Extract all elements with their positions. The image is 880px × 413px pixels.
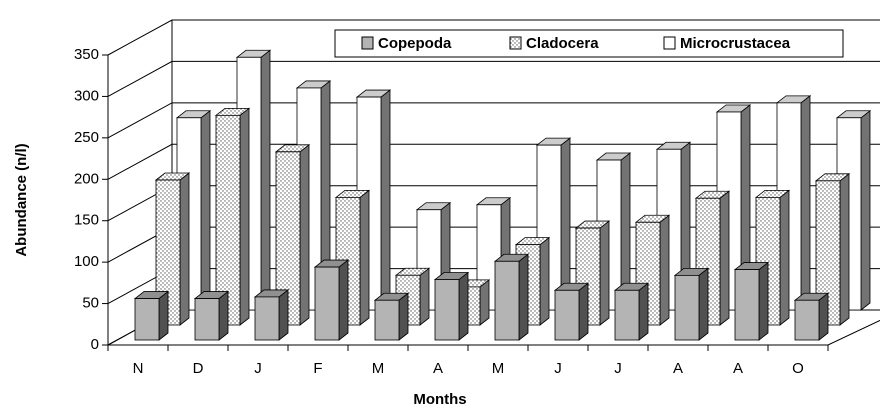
x-tick-label: O — [792, 360, 804, 377]
bar-side — [338, 259, 349, 341]
bar-front — [554, 289, 580, 341]
bar-side — [818, 292, 829, 341]
x-tick-label: M — [492, 360, 505, 377]
x-tick-label: J — [614, 360, 622, 377]
legend-box — [334, 29, 844, 58]
x-tick-label: F — [313, 360, 322, 377]
bar-side — [518, 253, 529, 341]
legend-label: Microcrustacea — [680, 35, 791, 52]
x-tick-label: A — [673, 360, 683, 377]
grid-line — [107, 102, 880, 139]
bar — [433, 271, 470, 341]
bar-front — [374, 299, 400, 341]
x-tick-label: A — [433, 360, 443, 377]
legend-label: Cladocera — [526, 35, 599, 52]
bar-side — [638, 282, 649, 341]
grid-line — [107, 143, 880, 180]
y-tick-label: 200 — [74, 170, 99, 187]
bar — [193, 290, 230, 341]
bar-side — [599, 220, 610, 326]
legend: Copepoda Cladocera Microcrustacea — [334, 29, 844, 58]
bar — [793, 292, 830, 341]
legend-swatch — [663, 36, 676, 50]
x-tick-label: J — [254, 360, 262, 377]
y-tick-label: 0 — [91, 336, 99, 353]
bar-side — [278, 289, 289, 341]
bar-side — [578, 282, 589, 341]
bar-side — [719, 190, 730, 326]
bar — [154, 172, 191, 326]
bar — [253, 289, 290, 341]
x-axis-label: Months — [413, 391, 466, 408]
y-axis-label: Abundance (n/l) — [13, 143, 30, 256]
bar — [733, 261, 770, 341]
bar-side — [419, 267, 430, 326]
bar-side — [758, 261, 769, 341]
bar-side — [458, 271, 469, 341]
bar-front — [614, 289, 640, 341]
bar-side — [779, 189, 790, 326]
grid-line — [107, 19, 880, 56]
bar — [613, 282, 650, 341]
bar-side — [800, 95, 811, 311]
bar-side — [479, 279, 490, 326]
y-tick-label: 300 — [74, 87, 99, 104]
bar-side — [839, 173, 850, 326]
bar-front — [434, 279, 460, 341]
bar-side — [239, 107, 250, 326]
bar — [493, 253, 530, 341]
bar-side — [659, 214, 670, 326]
x-tick-label: J — [554, 360, 562, 377]
x-tick-label: N — [133, 360, 144, 377]
x-tick-label: D — [193, 360, 204, 377]
bar-front — [674, 274, 700, 341]
x-tick-label: M — [372, 360, 385, 377]
bar-side — [539, 236, 550, 326]
legend-label: Copepoda — [378, 35, 452, 52]
legend-swatch — [361, 36, 374, 50]
bar-front — [134, 298, 160, 341]
bar-front — [734, 269, 760, 341]
bar — [673, 267, 710, 341]
bar-front — [794, 299, 820, 341]
y-tick-label: 150 — [74, 212, 99, 229]
bar — [373, 292, 410, 341]
bar-side — [158, 290, 169, 341]
bar-side — [218, 290, 229, 341]
bar-side — [380, 89, 391, 311]
bar-side — [299, 144, 310, 326]
bar-front — [314, 266, 340, 341]
y-tick-label: 250 — [74, 129, 99, 146]
bar — [574, 220, 611, 326]
bar-side — [179, 172, 190, 326]
x-tick-label: A — [733, 360, 743, 377]
bar-front — [494, 260, 520, 341]
bar — [133, 290, 170, 341]
legend-swatch — [509, 36, 522, 50]
bar-side — [260, 49, 271, 311]
bar — [553, 282, 590, 341]
bar-front — [194, 298, 220, 341]
plot: 0 50 100 150 200 250 300 350 N D J F M A M J J A A O — [74, 19, 880, 377]
bar-side — [698, 267, 709, 341]
bar-front — [254, 296, 280, 341]
y-tick-label: 50 — [82, 295, 99, 312]
bar — [313, 259, 350, 341]
y-tick-label: 100 — [74, 253, 99, 270]
bar-side — [860, 109, 871, 311]
bar-side — [398, 292, 409, 341]
bar-side — [359, 189, 370, 326]
bar-side — [200, 109, 211, 311]
grid-line — [107, 60, 880, 97]
y-tick-label: 350 — [74, 46, 99, 63]
